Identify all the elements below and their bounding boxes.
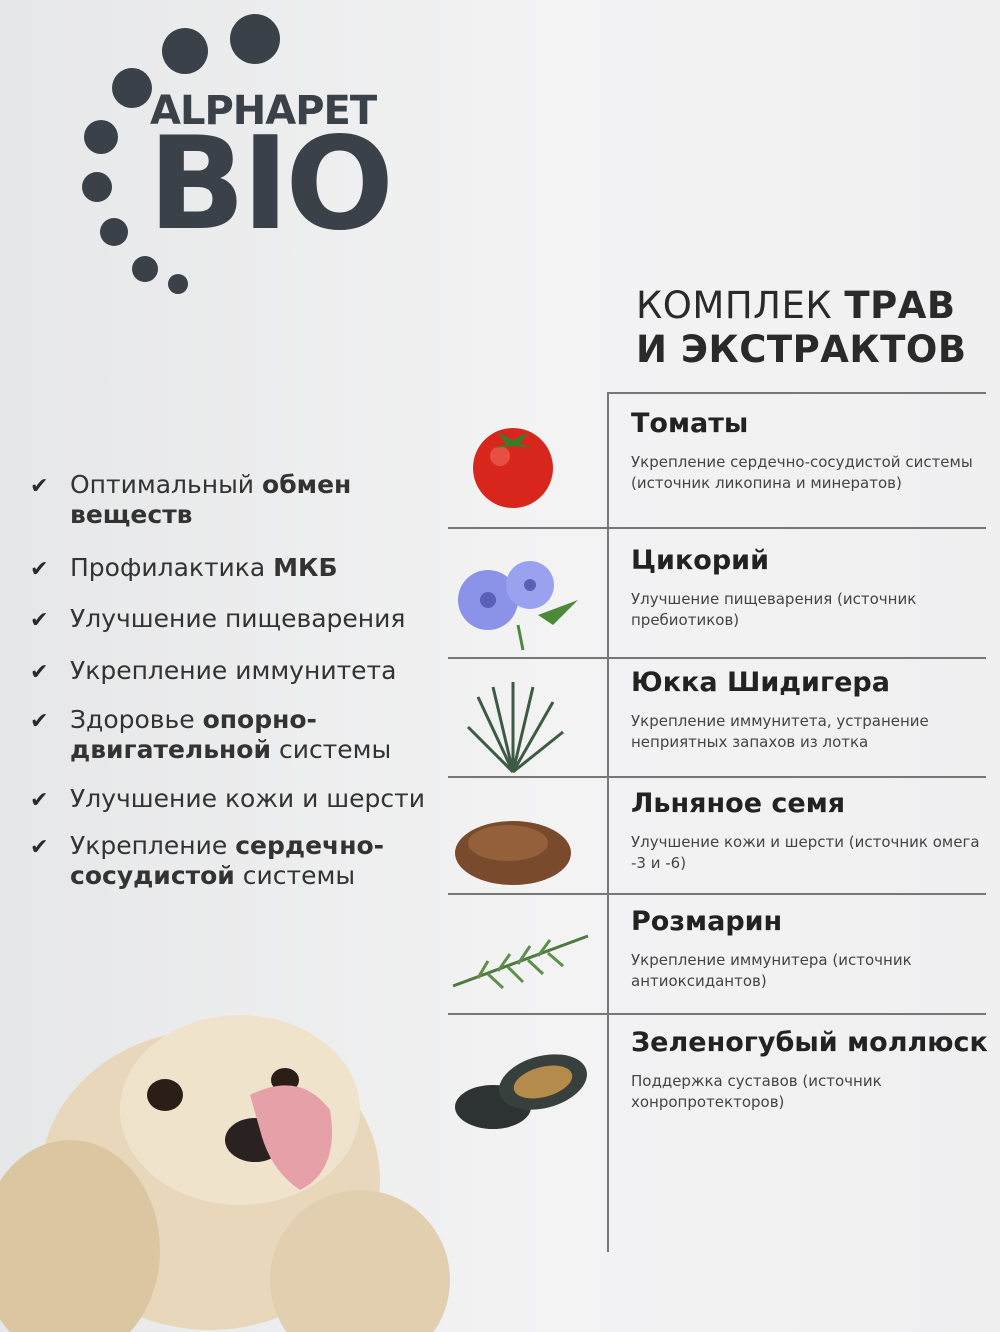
benefit-item: ✔ Укрепление иммунитета (30, 656, 396, 686)
divider (448, 1013, 986, 1015)
tomato-icon (473, 428, 553, 508)
rosemary-icon (452, 934, 589, 990)
section-heading: КОМПЛЕК ТРАВ И ЭКСТРАКТОВ (636, 284, 967, 372)
logo-dot (112, 68, 152, 108)
divider (448, 527, 986, 529)
divider (448, 893, 986, 895)
heading-part: КОМПЛЕК (636, 284, 845, 327)
divider (448, 776, 986, 778)
check-icon: ✔ (30, 474, 49, 499)
divider-vertical (607, 392, 609, 1252)
benefit-text: Здоровье опорно-двигательной системы (70, 705, 392, 764)
heading-line2: И ЭКСТРАКТОВ (636, 328, 967, 371)
ingredient-description: Укрепление иммунитера (источник антиокси… (631, 951, 912, 990)
benefit-item: ✔ Улучшение пищеварения (30, 604, 405, 634)
benefit-item: ✔ Укрепление сердечно-сосудистой системы (30, 831, 470, 891)
check-icon: ✔ (30, 835, 49, 860)
ingredient-title: Зеленогубый моллюск (631, 1027, 988, 1058)
benefit-item: ✔ Оптимальный обмен веществ (30, 470, 470, 530)
ingredient-title: Льняное семя (631, 788, 846, 819)
benefit-text: Укрепление иммунитета (70, 656, 397, 685)
ingredient-title: Розмарин (631, 906, 783, 937)
check-icon: ✔ (30, 557, 49, 582)
logo-dot (132, 256, 158, 282)
benefit-text: Улучшение пищеварения (70, 604, 406, 633)
logo-text-alphapet: ALPHAPET (150, 88, 377, 134)
check-icon: ✔ (30, 709, 49, 734)
logo-dot (230, 14, 280, 64)
benefit-text: Укрепление сердечно-сосудистой системы (70, 831, 385, 890)
benefit-item: ✔ Улучшение кожи и шерсти (30, 784, 425, 814)
check-icon: ✔ (30, 660, 49, 685)
logo-text-bio: BIO (148, 110, 394, 259)
logo-dot (162, 28, 208, 74)
ingredient-title: Цикорий (631, 545, 770, 576)
mussel-icon (455, 1054, 587, 1129)
ingredient-description: Улучшение кожи и шерсти (источник омега … (631, 833, 980, 872)
ingredient-description: Поддержка суставов (источник хонропротек… (631, 1072, 882, 1111)
benefit-item: ✔ Здоровье опорно-двигательной системы (30, 705, 470, 765)
logo-dot (100, 218, 128, 246)
benefit-text: Профилактика МКБ (70, 553, 338, 582)
divider (608, 392, 986, 394)
check-icon: ✔ (30, 788, 49, 813)
ingredient-description: Укрепление иммунитета, устранение неприя… (631, 712, 929, 751)
benefit-text: Оптимальный обмен веществ (70, 470, 352, 529)
logo-dot (168, 274, 188, 294)
yucca-icon (466, 682, 564, 774)
ingredient-description: Улучшение пищеварения (источник пребиоти… (631, 590, 917, 629)
divider (448, 657, 986, 659)
heading-bold: ТРАВ (844, 284, 956, 327)
ingredient-title: Юкка Шидигера (631, 667, 890, 698)
ingredient-description: Укрепление сердечно-сосудистой системы (… (631, 453, 973, 492)
benefit-item: ✔ Профилактика МКБ (30, 553, 338, 583)
flax-seed-icon (455, 821, 571, 885)
chicory-flower-icon (458, 561, 578, 651)
logo-dot (82, 172, 112, 202)
logo-dot (84, 120, 118, 154)
dog-photo (0, 1015, 450, 1332)
benefit-text: Улучшение кожи и шерсти (70, 784, 425, 813)
ingredient-title: Томаты (631, 408, 749, 439)
check-icon: ✔ (30, 608, 49, 633)
